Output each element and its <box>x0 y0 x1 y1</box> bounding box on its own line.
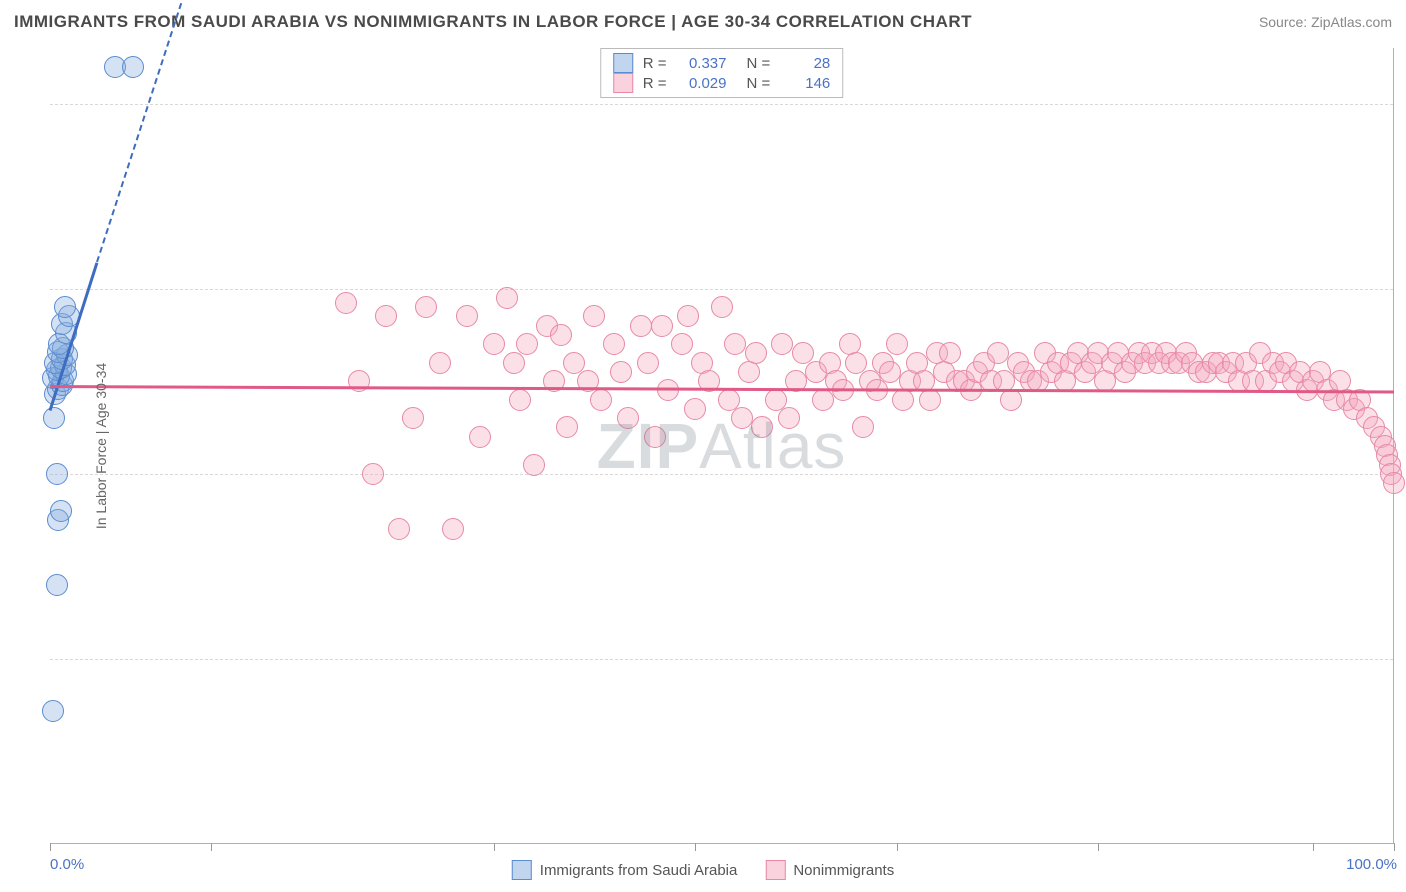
data-point <box>684 398 706 420</box>
data-point <box>583 305 605 327</box>
legend-label: Nonimmigrants <box>793 862 894 879</box>
x-tick <box>1098 843 1099 851</box>
data-point <box>496 287 518 309</box>
legend-stats: R = 0.337 N = 28 R = 0.029 N = 146 <box>600 48 844 98</box>
data-point <box>43 407 65 429</box>
data-point <box>1383 472 1405 494</box>
data-point <box>54 296 76 318</box>
data-point <box>362 463 384 485</box>
data-point <box>429 352 451 374</box>
legend-series: Immigrants from Saudi Arabia Nonimmigrant… <box>512 860 894 880</box>
data-point <box>610 361 632 383</box>
chart-area: 70.0%80.0%90.0%100.0% R = 0.337 N = 28 R = 0.… <box>50 48 1394 844</box>
data-point <box>509 389 531 411</box>
data-point <box>335 292 357 314</box>
x-tick <box>695 843 696 851</box>
data-point <box>677 305 699 327</box>
r-label: R = <box>643 55 667 72</box>
n-label: N = <box>747 55 771 72</box>
x-tick <box>1313 843 1314 851</box>
x-tick <box>211 843 212 851</box>
r-label: R = <box>643 75 667 92</box>
x-axis-max-label: 100.0% <box>1346 856 1397 873</box>
plot-surface: 70.0%80.0%90.0%100.0% <box>50 48 1393 843</box>
data-point <box>644 426 666 448</box>
data-point <box>46 574 68 596</box>
data-point <box>771 333 793 355</box>
data-point <box>556 416 578 438</box>
data-point <box>603 333 625 355</box>
legend-swatch <box>613 73 633 93</box>
legend-stats-row: R = 0.029 N = 146 <box>613 73 831 93</box>
r-value: 0.337 <box>677 55 727 72</box>
data-point <box>711 296 733 318</box>
data-point <box>375 305 397 327</box>
data-point <box>745 342 767 364</box>
data-point <box>503 352 525 374</box>
data-point <box>550 324 572 346</box>
n-label: N = <box>747 75 771 92</box>
data-point <box>886 333 908 355</box>
regression-extrapolation <box>96 0 185 262</box>
r-value: 0.029 <box>677 75 727 92</box>
data-point <box>442 518 464 540</box>
data-point <box>617 407 639 429</box>
data-point <box>402 407 424 429</box>
data-point <box>987 342 1009 364</box>
data-point <box>852 416 874 438</box>
data-point <box>415 296 437 318</box>
data-point <box>637 352 659 374</box>
legend-swatch <box>512 860 532 880</box>
data-point <box>46 463 68 485</box>
gridline <box>50 289 1393 290</box>
data-point <box>939 342 961 364</box>
source-label: Source: ZipAtlas.com <box>1259 14 1392 30</box>
data-point <box>751 416 773 438</box>
legend-label: Immigrants from Saudi Arabia <box>540 862 738 879</box>
n-value: 28 <box>780 55 830 72</box>
data-point <box>919 389 941 411</box>
data-point <box>879 361 901 383</box>
legend-swatch <box>765 860 785 880</box>
data-point <box>724 333 746 355</box>
data-point <box>1000 389 1022 411</box>
legend-stats-row: R = 0.337 N = 28 <box>613 53 831 73</box>
gridline <box>50 659 1393 660</box>
chart-title: IMMIGRANTS FROM SAUDI ARABIA VS NONIMMIG… <box>14 12 972 32</box>
n-value: 146 <box>780 75 830 92</box>
data-point <box>388 518 410 540</box>
data-point <box>812 389 834 411</box>
x-axis-min-label: 0.0% <box>50 856 84 873</box>
data-point <box>731 407 753 429</box>
gridline <box>50 104 1393 105</box>
data-point <box>122 56 144 78</box>
data-point <box>778 407 800 429</box>
legend-item: Immigrants from Saudi Arabia <box>512 860 738 880</box>
data-point <box>651 315 673 337</box>
data-point <box>50 500 72 522</box>
x-tick <box>1394 843 1395 851</box>
data-point <box>671 333 693 355</box>
legend-swatch <box>613 53 633 73</box>
data-point <box>456 305 478 327</box>
y-axis-title: In Labor Force | Age 30-34 <box>93 362 109 528</box>
data-point <box>42 700 64 722</box>
data-point <box>516 333 538 355</box>
data-point <box>630 315 652 337</box>
gridline <box>50 474 1393 475</box>
x-tick <box>494 843 495 851</box>
x-tick <box>50 843 51 851</box>
data-point <box>590 389 612 411</box>
data-point <box>469 426 491 448</box>
data-point <box>523 454 545 476</box>
data-point <box>483 333 505 355</box>
x-tick <box>897 843 898 851</box>
legend-item: Nonimmigrants <box>765 860 894 880</box>
